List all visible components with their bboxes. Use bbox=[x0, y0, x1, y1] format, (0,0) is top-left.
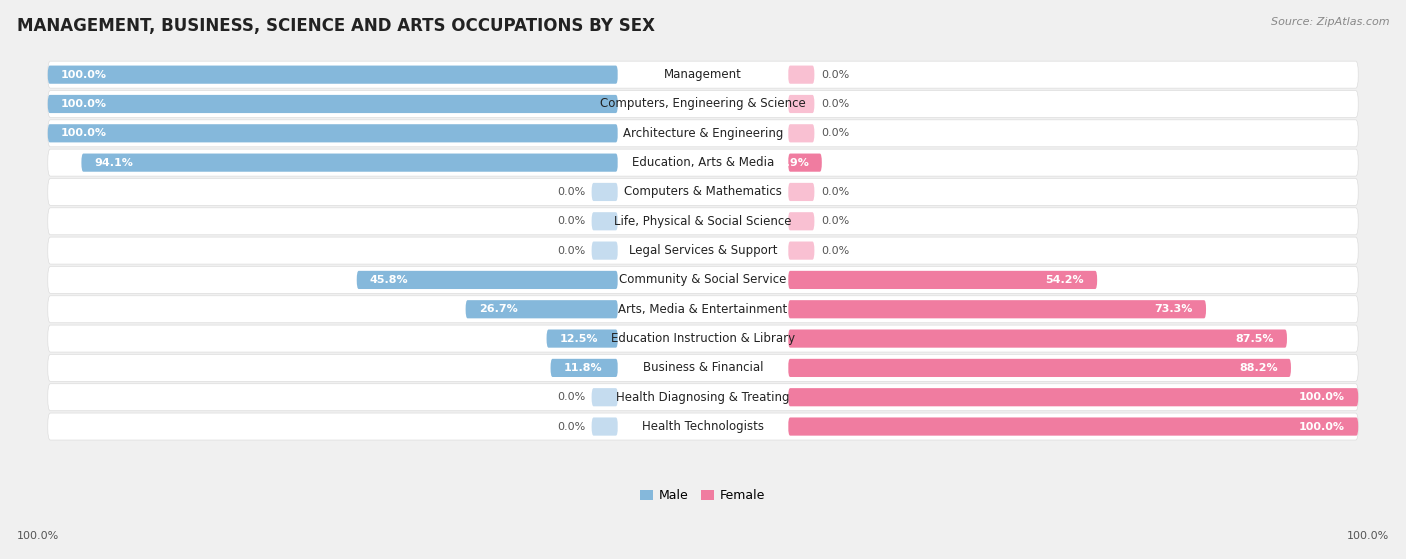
FancyBboxPatch shape bbox=[617, 330, 789, 347]
Text: 0.0%: 0.0% bbox=[557, 187, 585, 197]
FancyBboxPatch shape bbox=[789, 418, 1358, 435]
FancyBboxPatch shape bbox=[617, 67, 789, 83]
Text: Life, Physical & Social Science: Life, Physical & Social Science bbox=[614, 215, 792, 228]
FancyBboxPatch shape bbox=[789, 271, 1097, 289]
FancyBboxPatch shape bbox=[48, 413, 1358, 440]
FancyBboxPatch shape bbox=[789, 65, 814, 84]
FancyBboxPatch shape bbox=[789, 124, 814, 143]
Text: 100.0%: 100.0% bbox=[60, 99, 107, 109]
FancyBboxPatch shape bbox=[617, 359, 789, 376]
Text: 100.0%: 100.0% bbox=[60, 129, 107, 138]
FancyBboxPatch shape bbox=[617, 213, 789, 230]
FancyBboxPatch shape bbox=[48, 325, 1358, 352]
FancyBboxPatch shape bbox=[592, 241, 617, 260]
Text: Management: Management bbox=[664, 68, 742, 81]
FancyBboxPatch shape bbox=[617, 154, 789, 171]
Text: 0.0%: 0.0% bbox=[557, 245, 585, 255]
FancyBboxPatch shape bbox=[789, 359, 1291, 377]
FancyBboxPatch shape bbox=[592, 418, 617, 435]
Text: Education, Arts & Media: Education, Arts & Media bbox=[631, 156, 775, 169]
Text: 100.0%: 100.0% bbox=[17, 531, 59, 541]
FancyBboxPatch shape bbox=[789, 329, 1286, 348]
FancyBboxPatch shape bbox=[617, 272, 789, 288]
Text: 0.0%: 0.0% bbox=[557, 216, 585, 226]
Text: Health Technologists: Health Technologists bbox=[643, 420, 763, 433]
Legend: Male, Female: Male, Female bbox=[636, 484, 770, 508]
FancyBboxPatch shape bbox=[789, 154, 823, 172]
Text: 100.0%: 100.0% bbox=[60, 70, 107, 79]
FancyBboxPatch shape bbox=[617, 301, 789, 318]
Text: Computers & Mathematics: Computers & Mathematics bbox=[624, 186, 782, 198]
Text: Arts, Media & Entertainment: Arts, Media & Entertainment bbox=[619, 303, 787, 316]
Text: 0.0%: 0.0% bbox=[821, 99, 849, 109]
Text: 100.0%: 100.0% bbox=[1299, 392, 1346, 402]
FancyBboxPatch shape bbox=[617, 96, 789, 112]
Text: 11.8%: 11.8% bbox=[564, 363, 602, 373]
FancyBboxPatch shape bbox=[592, 183, 617, 201]
Text: 54.2%: 54.2% bbox=[1046, 275, 1084, 285]
FancyBboxPatch shape bbox=[789, 300, 1206, 318]
Text: 12.5%: 12.5% bbox=[560, 334, 598, 344]
Text: Computers, Engineering & Science: Computers, Engineering & Science bbox=[600, 97, 806, 111]
Text: 5.9%: 5.9% bbox=[778, 158, 808, 168]
FancyBboxPatch shape bbox=[48, 61, 1358, 88]
FancyBboxPatch shape bbox=[48, 178, 1358, 206]
FancyBboxPatch shape bbox=[617, 418, 789, 435]
Text: 0.0%: 0.0% bbox=[821, 245, 849, 255]
Text: 0.0%: 0.0% bbox=[821, 129, 849, 138]
FancyBboxPatch shape bbox=[357, 271, 617, 289]
Text: 0.0%: 0.0% bbox=[557, 421, 585, 432]
FancyBboxPatch shape bbox=[465, 300, 617, 318]
Text: 87.5%: 87.5% bbox=[1236, 334, 1274, 344]
FancyBboxPatch shape bbox=[789, 241, 814, 260]
Text: 45.8%: 45.8% bbox=[370, 275, 409, 285]
Text: Architecture & Engineering: Architecture & Engineering bbox=[623, 127, 783, 140]
FancyBboxPatch shape bbox=[789, 212, 814, 230]
FancyBboxPatch shape bbox=[48, 267, 1358, 293]
Text: 73.3%: 73.3% bbox=[1154, 304, 1192, 314]
FancyBboxPatch shape bbox=[617, 243, 789, 259]
FancyBboxPatch shape bbox=[48, 296, 1358, 323]
FancyBboxPatch shape bbox=[48, 91, 1358, 117]
Text: Education Instruction & Library: Education Instruction & Library bbox=[612, 332, 794, 345]
FancyBboxPatch shape bbox=[789, 388, 1358, 406]
Text: 100.0%: 100.0% bbox=[1299, 421, 1346, 432]
FancyBboxPatch shape bbox=[48, 354, 1358, 381]
FancyBboxPatch shape bbox=[48, 95, 617, 113]
FancyBboxPatch shape bbox=[82, 154, 617, 172]
Text: 0.0%: 0.0% bbox=[557, 392, 585, 402]
Text: 26.7%: 26.7% bbox=[478, 304, 517, 314]
FancyBboxPatch shape bbox=[551, 359, 617, 377]
Text: 94.1%: 94.1% bbox=[94, 158, 134, 168]
FancyBboxPatch shape bbox=[48, 65, 617, 84]
FancyBboxPatch shape bbox=[48, 120, 1358, 147]
Text: Community & Social Service: Community & Social Service bbox=[619, 273, 787, 286]
FancyBboxPatch shape bbox=[48, 237, 1358, 264]
Text: MANAGEMENT, BUSINESS, SCIENCE AND ARTS OCCUPATIONS BY SEX: MANAGEMENT, BUSINESS, SCIENCE AND ARTS O… bbox=[17, 17, 655, 35]
FancyBboxPatch shape bbox=[48, 149, 1358, 176]
Text: Source: ZipAtlas.com: Source: ZipAtlas.com bbox=[1271, 17, 1389, 27]
FancyBboxPatch shape bbox=[592, 388, 617, 406]
FancyBboxPatch shape bbox=[617, 184, 789, 200]
Text: Health Diagnosing & Treating: Health Diagnosing & Treating bbox=[616, 391, 790, 404]
Text: 0.0%: 0.0% bbox=[821, 216, 849, 226]
FancyBboxPatch shape bbox=[617, 125, 789, 141]
Text: 0.0%: 0.0% bbox=[821, 187, 849, 197]
FancyBboxPatch shape bbox=[789, 95, 814, 113]
FancyBboxPatch shape bbox=[547, 329, 617, 348]
FancyBboxPatch shape bbox=[48, 124, 617, 143]
FancyBboxPatch shape bbox=[789, 183, 814, 201]
Text: 100.0%: 100.0% bbox=[1347, 531, 1389, 541]
Text: 88.2%: 88.2% bbox=[1239, 363, 1278, 373]
Text: Legal Services & Support: Legal Services & Support bbox=[628, 244, 778, 257]
FancyBboxPatch shape bbox=[48, 208, 1358, 235]
FancyBboxPatch shape bbox=[48, 383, 1358, 411]
FancyBboxPatch shape bbox=[617, 389, 789, 405]
FancyBboxPatch shape bbox=[592, 212, 617, 230]
Text: 0.0%: 0.0% bbox=[821, 70, 849, 79]
Text: Business & Financial: Business & Financial bbox=[643, 362, 763, 375]
